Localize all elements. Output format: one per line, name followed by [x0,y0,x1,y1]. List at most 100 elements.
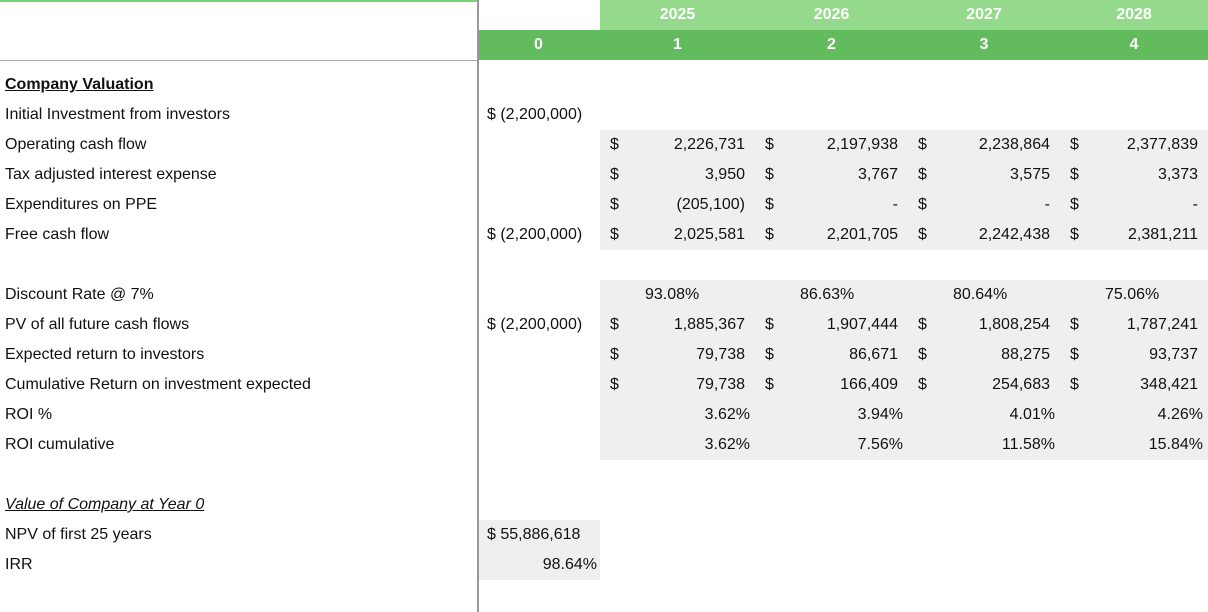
cell-value: 79,738 [696,376,745,393]
cash-flow-shade [600,130,1208,250]
cell-value: 348,421 [1140,376,1198,393]
currency-symbol: $ [765,196,774,213]
currency-symbol: $ [765,166,774,183]
column-divider [477,0,479,612]
period-header: 1 [673,36,682,53]
cell-value: 2,025,581 [673,226,745,243]
currency-symbol: $ [1070,226,1079,243]
cell-value: 93,737 [1149,346,1198,363]
cell-value: - [892,196,898,213]
row-label: Expected return to investors [5,346,205,363]
row-label: PV of all future cash flows [5,316,190,333]
row-label: Expenditures on PPE [5,196,158,213]
cell-value: 3,575 [1009,166,1050,183]
row-label: ROI cumulative [5,436,115,453]
cell-value: 88,275 [1001,346,1050,363]
percent-value: 75.06% [1105,286,1160,303]
period-header-band [477,30,1208,60]
cell-value: 3,950 [704,166,745,183]
year0-value: $ 55,886,618 [487,526,581,543]
percent-value: 3.62% [704,406,750,423]
year-header-band [600,0,1208,30]
currency-symbol: $ [765,346,774,363]
currency-symbol: $ [610,376,619,393]
percent-value: 3.62% [704,436,750,453]
cell-value: 2,201,705 [826,226,898,243]
row-label: Tax adjusted interest expense [5,166,217,183]
percent-value: 80.64% [953,286,1008,303]
currency-symbol: $ [610,226,619,243]
period-header: 0 [534,36,543,53]
currency-symbol: $ [765,376,774,393]
percent-value: 86.63% [800,286,855,303]
currency-symbol: $ [765,316,774,333]
year0-value: $ (2,200,000) [487,106,583,123]
period-header: 2 [827,36,836,53]
currency-symbol: $ [1070,136,1079,153]
cell-value: 1,787,241 [1126,316,1198,333]
percent-value: 11.58% [1001,436,1055,453]
currency-symbol: $ [1070,166,1079,183]
cell-value: 2,238,864 [978,136,1050,153]
currency-symbol: $ [610,166,619,183]
percent-value: 3.94% [857,406,903,423]
year-header: 2027 [966,6,1002,23]
row-label: ROI % [5,406,53,423]
percent-value: 93.08% [645,286,700,303]
currency-symbol: $ [918,226,927,243]
header-divider [0,60,477,61]
row-label: NPV of first 25 years [5,526,152,543]
cell-value: 2,226,731 [673,136,745,153]
row-label: Discount Rate @ 7% [5,286,154,303]
cell-value: 3,767 [857,166,898,183]
cell-value: 166,409 [840,376,898,393]
currency-symbol: $ [918,166,927,183]
year0-value: $ (2,200,000) [487,226,583,243]
cell-value: 2,242,438 [978,226,1050,243]
year-header: 2025 [659,6,696,23]
discount-shade [600,280,1208,460]
cell-value: 2,197,938 [826,136,898,153]
year0-value: $ (2,200,000) [487,316,583,333]
row-label: Cumulative Return on investment expected [5,376,311,393]
row-label: Free cash flow [5,226,110,243]
cell-value: (205,100) [676,196,746,213]
period-header: 4 [1129,36,1139,53]
currency-symbol: $ [765,226,774,243]
period-header: 3 [979,36,989,53]
cell-value: 79,738 [696,346,745,363]
row-label: IRR [5,556,33,573]
currency-symbol: $ [918,346,927,363]
cell-value: - [1044,196,1050,213]
year-header: 2028 [1116,6,1152,23]
currency-symbol: $ [1070,346,1079,363]
currency-symbol: $ [1070,376,1079,393]
year0-value: 98.64% [542,556,597,573]
currency-symbol: $ [610,196,619,213]
currency-symbol: $ [1070,316,1079,333]
currency-symbol: $ [918,196,927,213]
cell-value: 254,683 [992,376,1050,393]
cell-value: 1,808,254 [978,316,1050,333]
value-shade [477,520,600,580]
currency-symbol: $ [918,376,927,393]
cell-value: 1,885,367 [673,316,745,333]
currency-symbol: $ [918,136,927,153]
cell-value: 1,907,444 [826,316,898,333]
section-title: Value of Company at Year 0 [5,496,205,513]
year-header: 2026 [813,6,850,23]
currency-symbol: $ [610,136,619,153]
cell-value: 86,671 [849,346,898,363]
currency-symbol: $ [1070,196,1079,213]
cell-value: 2,381,211 [1128,226,1198,243]
row-label: Operating cash flow [5,136,147,153]
currency-symbol: $ [610,316,619,333]
cell-value: - [1192,196,1198,213]
currency-symbol: $ [765,136,774,153]
percent-value: 7.56% [857,436,903,453]
row-label: Initial Investment from investors [5,106,230,123]
percent-value: 4.26% [1157,406,1203,423]
percent-value: 15.84% [1148,436,1203,453]
currency-symbol: $ [918,316,927,333]
